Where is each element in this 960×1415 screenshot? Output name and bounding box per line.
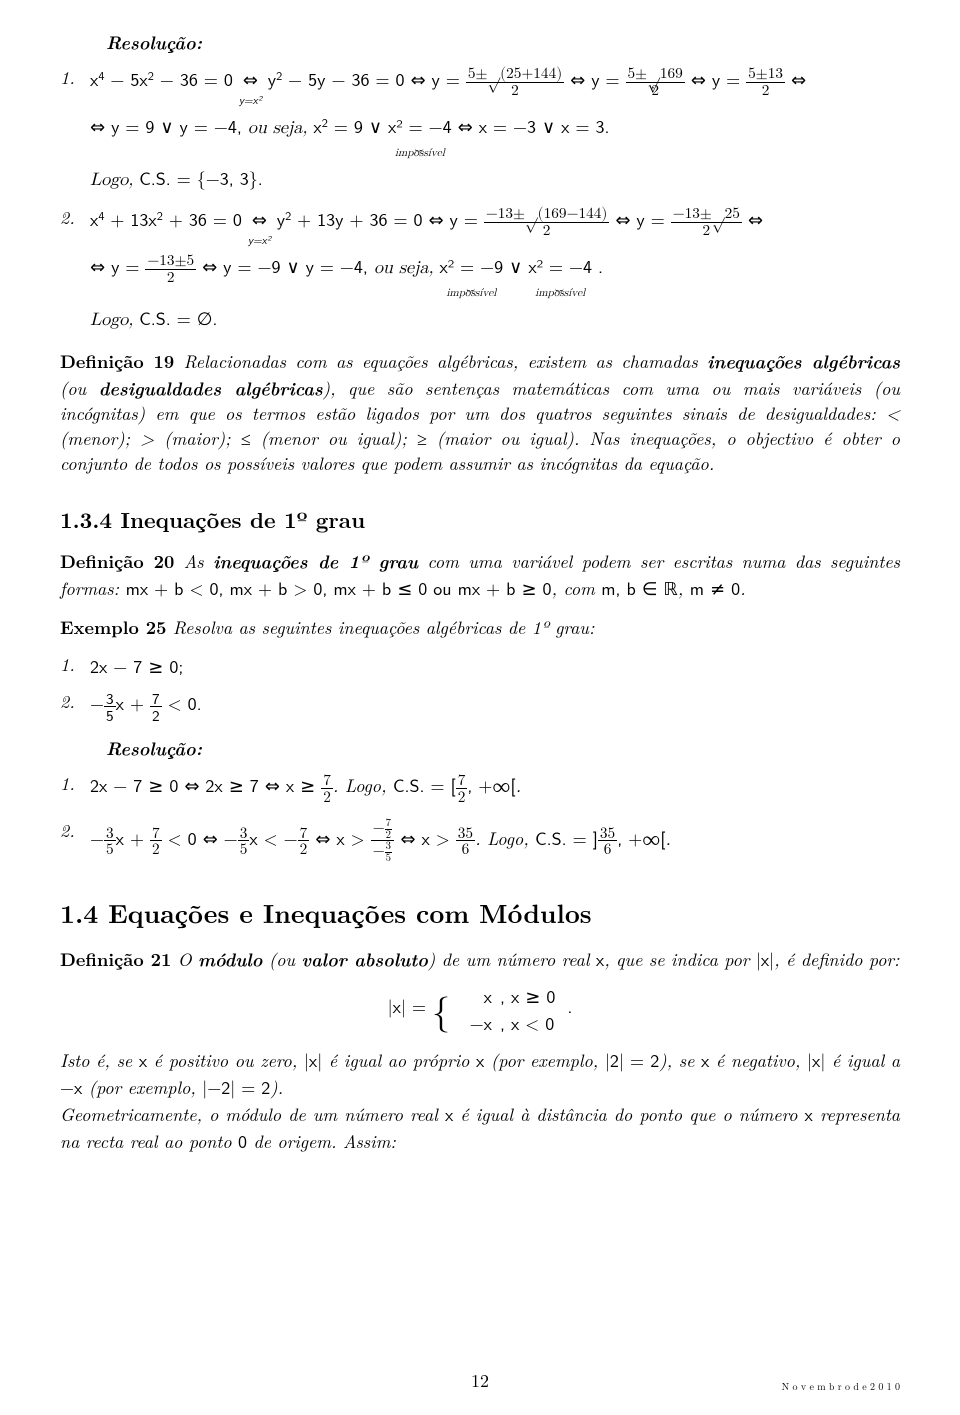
definicao-20: Definição 20 As inequações de 1º grau co… xyxy=(60,547,900,601)
ex25-item-1: 1. 2x − 7 ≥ 0; xyxy=(60,652,900,679)
item-number: 2. xyxy=(60,205,90,331)
res-item-2: 2. −35x + 72 < 0 ⇔ −35x < −72 ⇔ x > −72−… xyxy=(60,818,900,864)
abs-para-1: Isto é, se x é positivo ou zero, |x| é i… xyxy=(60,1046,900,1100)
abs-definition-eq: |x| = { x, x ≥ 0 −x, x < 0 . xyxy=(60,982,900,1036)
item-number: 1. xyxy=(60,65,90,191)
ex25-item-2: 2. −35x + 72 < 0. xyxy=(60,689,900,722)
abs-para-2: Geometricamente, o módulo de um número r… xyxy=(60,1100,900,1154)
resolucao-title-2: Resolução: xyxy=(60,734,900,761)
resolucao-item-2: 2. x4 + 13x2 + 36 = 0 ⇔y=x² y2 + 13y + 3… xyxy=(60,205,900,331)
definicao-21: Definição 21 O módulo (ou valor absoluto… xyxy=(60,945,900,972)
exemplo-25: Exemplo 25 Resolva as seguintes inequaçõ… xyxy=(60,615,900,640)
item-body: x4 + 13x2 + 36 = 0 ⇔y=x² y2 + 13y + 36 =… xyxy=(90,205,900,331)
section-1-4-title: 1.4 Equações e Inequações com Módulos xyxy=(60,894,900,931)
item-body: x4 − 5x2 − 36 = 0 ⇔y=x² y2 − 5y − 36 = 0… xyxy=(90,65,900,191)
res-item-1: 1. 2x − 7 ≥ 0 ⇔ 2x ≥ 7 ⇔ x ≥ 72. Logo, C… xyxy=(60,771,900,804)
definicao-19: Definição 19 Relacionadas com as equaçõe… xyxy=(60,347,900,476)
resolucao-item-1: 1. x4 − 5x2 − 36 = 0 ⇔y=x² y2 − 5y − 36 … xyxy=(60,65,900,191)
section-1-3-4-title: 1.3.4 Inequações de 1º grau xyxy=(60,504,900,535)
footer-date: N o v e m b r o d e 2 0 1 0 xyxy=(782,1379,900,1393)
resolucao-title: Resolução: xyxy=(60,28,900,55)
